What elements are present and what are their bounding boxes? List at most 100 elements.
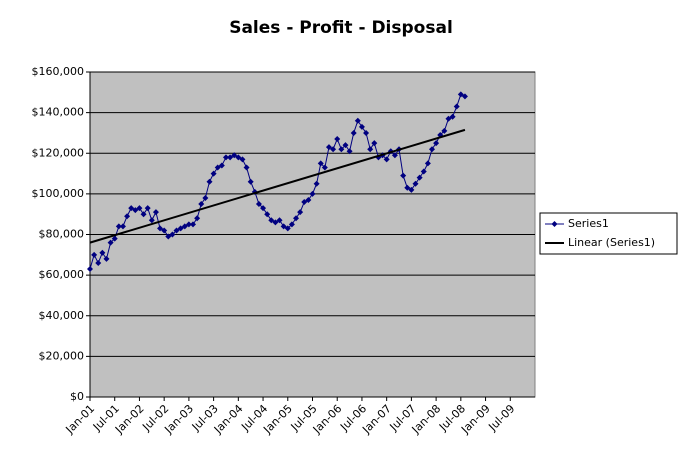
data-point xyxy=(305,196,312,203)
data-point xyxy=(152,209,159,216)
data-point xyxy=(128,205,135,212)
legend-marker xyxy=(551,221,558,227)
data-point xyxy=(313,180,320,187)
data-point xyxy=(412,180,419,187)
data-point xyxy=(214,164,221,171)
legend-label: Linear (Series1) xyxy=(568,236,655,249)
data-point xyxy=(346,148,353,155)
data-point xyxy=(140,211,147,218)
data-point xyxy=(404,184,411,191)
data-point xyxy=(144,205,151,212)
y-tick-label: $140,000 xyxy=(32,106,85,119)
data-point xyxy=(202,194,209,201)
data-point xyxy=(428,146,435,153)
chart-title: Sales - Profit - Disposal xyxy=(229,18,453,38)
data-point xyxy=(276,217,283,224)
data-point xyxy=(173,227,180,234)
x-tick-label: Jan-01 xyxy=(63,402,98,437)
data-point xyxy=(408,186,415,193)
data-point xyxy=(255,201,262,208)
data-point xyxy=(210,170,217,177)
data-point xyxy=(268,217,275,224)
data-point xyxy=(235,154,242,161)
data-point xyxy=(165,233,172,240)
data-point xyxy=(157,225,164,232)
data-point xyxy=(338,146,345,153)
data-point xyxy=(198,201,205,208)
y-tick-label: $0 xyxy=(70,390,84,403)
data-point xyxy=(107,239,114,246)
data-point xyxy=(119,223,126,230)
data-point xyxy=(420,168,427,175)
data-point xyxy=(441,127,448,134)
data-point xyxy=(206,178,213,185)
data-point xyxy=(284,225,291,232)
data-point xyxy=(371,140,378,147)
y-tick-label: $20,000 xyxy=(39,349,85,362)
data-point xyxy=(317,160,324,167)
data-point xyxy=(297,209,304,216)
data-point xyxy=(231,152,238,159)
data-point xyxy=(272,219,279,226)
y-tick-label: $120,000 xyxy=(32,146,85,159)
y-tick-label: $160,000 xyxy=(32,65,85,78)
data-point xyxy=(363,129,370,136)
data-point xyxy=(449,113,456,120)
data-point xyxy=(132,207,139,214)
data-point xyxy=(330,146,337,153)
data-point xyxy=(190,221,197,228)
data-point xyxy=(301,199,308,205)
data-point xyxy=(400,172,407,179)
data-point xyxy=(391,152,398,159)
data-point xyxy=(222,154,229,161)
data-point xyxy=(416,174,423,181)
data-point xyxy=(177,225,184,232)
data-point xyxy=(115,223,122,230)
data-point xyxy=(342,142,349,149)
legend-box xyxy=(539,212,678,255)
data-point xyxy=(111,235,118,242)
data-point xyxy=(194,215,201,222)
data-point xyxy=(148,217,155,224)
data-point xyxy=(161,227,168,234)
data-point xyxy=(383,156,390,163)
data-point xyxy=(461,93,468,100)
data-point xyxy=(103,255,110,262)
data-point xyxy=(358,123,365,130)
legend-label: Series1 xyxy=(568,217,609,230)
data-point xyxy=(247,178,254,185)
data-point xyxy=(354,117,361,124)
data-point xyxy=(95,259,102,266)
data-point xyxy=(453,103,460,110)
data-point xyxy=(457,91,464,98)
data-point xyxy=(321,164,328,171)
data-point xyxy=(334,136,341,143)
data-point xyxy=(445,115,452,122)
data-point xyxy=(218,162,225,169)
data-point xyxy=(260,205,267,212)
data-point xyxy=(288,221,295,228)
data-point xyxy=(309,190,316,197)
y-tick-label: $80,000 xyxy=(39,228,85,241)
series-line xyxy=(89,128,466,244)
data-point xyxy=(293,215,300,222)
data-point xyxy=(433,140,440,147)
data-point xyxy=(264,211,271,218)
data-point xyxy=(350,129,357,136)
data-point xyxy=(181,223,188,230)
data-point xyxy=(91,251,98,258)
data-point xyxy=(325,144,332,151)
data-point xyxy=(87,266,93,273)
data-point xyxy=(367,146,374,153)
data-point xyxy=(124,213,131,220)
y-tick-label: $100,000 xyxy=(32,187,85,200)
data-point xyxy=(239,156,246,163)
data-point xyxy=(424,160,431,167)
data-point xyxy=(136,205,143,212)
data-point xyxy=(227,154,234,161)
data-point xyxy=(185,221,192,228)
data-point xyxy=(99,249,106,256)
x-tick-label: Jul-09 xyxy=(486,402,518,434)
y-tick-label: $60,000 xyxy=(39,268,85,281)
